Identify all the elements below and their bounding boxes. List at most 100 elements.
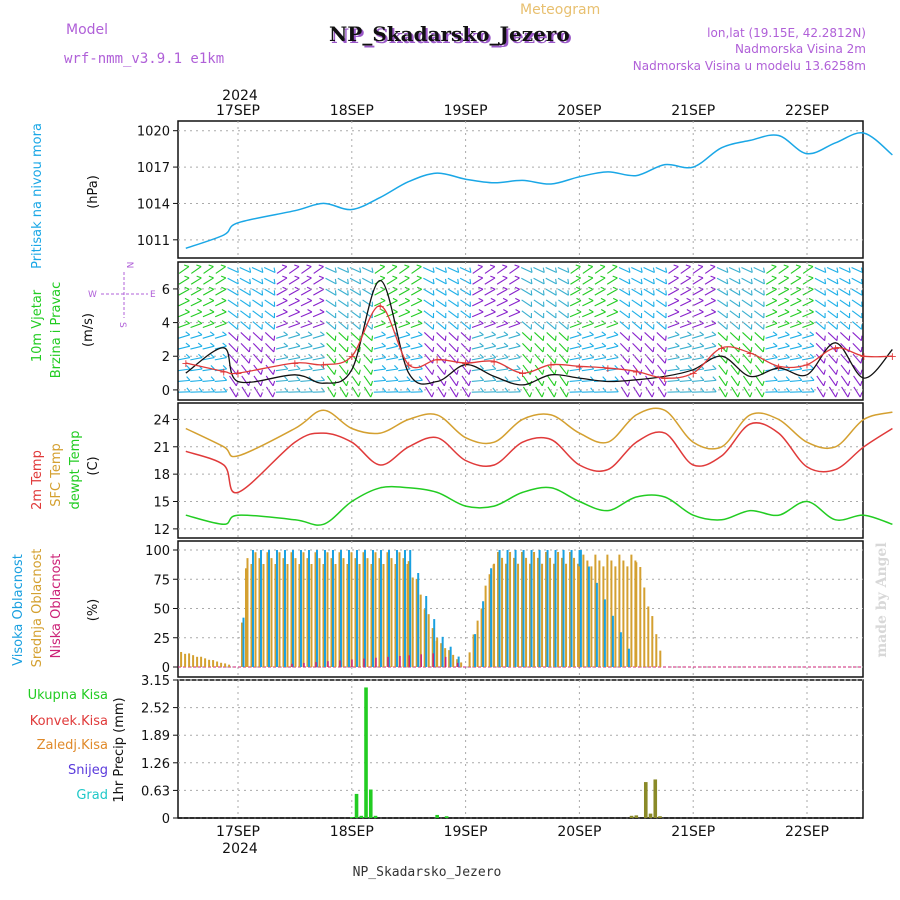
wind-barb (839, 299, 851, 308)
wind-barb (667, 300, 680, 307)
wind-gust-marker: + (404, 359, 413, 372)
wind-barb (545, 288, 557, 296)
wind-barb-tick (283, 331, 288, 336)
wind-barb (484, 277, 496, 285)
wind-barb-tick (861, 290, 863, 296)
wind-barb (362, 299, 373, 308)
wind-barb-tick (347, 324, 349, 330)
precip-bar (350, 817, 354, 818)
precip-grad-label: Grad (76, 788, 108, 803)
wind-barb-tick (543, 301, 545, 307)
wind-barb (729, 277, 741, 285)
wind-barb (508, 300, 521, 307)
wind-barb-tick (530, 324, 533, 330)
wind-barb-tick (478, 286, 484, 290)
wind-barb-tick (457, 267, 460, 273)
wind-barb-tick (515, 320, 521, 324)
wind-barb (253, 353, 262, 364)
wind-barb (508, 368, 521, 372)
wind-barb-tick (861, 301, 863, 307)
wind-barb (264, 277, 276, 285)
wind-barb-tick (673, 264, 679, 268)
wind-barb (276, 311, 288, 318)
wind-barb-tick (628, 267, 631, 273)
wind-barb-tick (480, 387, 485, 393)
wind-barb-tick (319, 297, 325, 302)
wind-barb (631, 321, 642, 330)
wind-barb (716, 266, 729, 274)
wind-barb-tick (320, 365, 325, 370)
wind-barb (839, 288, 851, 296)
wind-barb-tick (196, 286, 202, 290)
wind-barb (326, 364, 335, 375)
wind-barb (631, 332, 642, 342)
wind-barb (582, 311, 594, 318)
wind-barb (410, 311, 423, 318)
wind-barb-tick (394, 376, 399, 381)
wind-barb (753, 299, 765, 308)
wind-barb-tick (490, 286, 496, 290)
wind-barb (558, 299, 569, 308)
wind-barb-tick (406, 365, 411, 370)
wind-barb-tick (588, 297, 594, 302)
wind-barb-tick (381, 342, 386, 347)
precip-snow-label: Snijeg (68, 763, 108, 778)
wind-barb (717, 332, 728, 342)
cloud-ytick-label: 100 (145, 544, 170, 559)
wind-barb (534, 375, 543, 387)
wind-barb-tick (576, 297, 582, 302)
wind-barb (508, 311, 521, 318)
meteogram-label: Meteogram (520, 2, 600, 18)
wind-barb (264, 299, 275, 308)
wind-barb-tick (763, 324, 765, 330)
wind-barb-tick (478, 309, 484, 313)
wind-barb (301, 266, 312, 274)
wind-barb (852, 353, 862, 364)
wind-barb-tick (750, 335, 753, 341)
wind-barb-tick (712, 365, 717, 370)
wind-barb-tick (443, 392, 447, 398)
wind-barb (227, 299, 239, 308)
top-day-label: 22SEP (785, 103, 829, 119)
wind-barb (437, 375, 445, 387)
wind-barb (215, 288, 227, 296)
wind-barb-tick (542, 358, 545, 364)
wind-barb (508, 322, 521, 329)
wind-barb-tick (221, 309, 227, 313)
wind-barb (252, 332, 263, 342)
wind-barb (680, 266, 691, 274)
wind-barb (569, 300, 582, 307)
temp2m-label: 2m Temp (30, 450, 45, 510)
wind-barb-tick (235, 392, 239, 398)
wind-barb (398, 311, 410, 318)
wind-barb-tick (772, 320, 778, 324)
wind-barb-tick (771, 264, 777, 268)
wind-barb (679, 311, 692, 318)
wind-barb-tick (515, 331, 521, 336)
wind-barb (214, 334, 227, 339)
wind-barb (741, 310, 752, 319)
wind-barb (644, 342, 654, 353)
wind-barb (778, 266, 789, 274)
temperature-panel: 12 15 18 21 24 (153, 402, 893, 539)
wind-barb-tick (675, 342, 680, 347)
wind-barb (410, 379, 423, 382)
wind-barb (754, 364, 764, 375)
temperature-ytick-label: 12 (153, 523, 170, 538)
wind-barb-tick (824, 278, 827, 284)
wind-barb-tick (835, 358, 839, 364)
wind-barb (632, 342, 642, 353)
wind-barb-tick (640, 267, 643, 273)
wind-barb-tick (273, 301, 276, 307)
wind-barb (288, 368, 301, 372)
wind-barb (521, 321, 532, 330)
wind-barb (827, 288, 838, 296)
wind-barb-tick (295, 342, 301, 347)
wind-barb-tick (261, 324, 263, 330)
wind-barb-tick (282, 275, 288, 279)
wind-barb (546, 332, 556, 342)
wind-barb (790, 311, 802, 318)
wind-barb-tick (849, 312, 851, 318)
wind-barb-tick (184, 309, 190, 313)
wind-barb (704, 334, 717, 339)
